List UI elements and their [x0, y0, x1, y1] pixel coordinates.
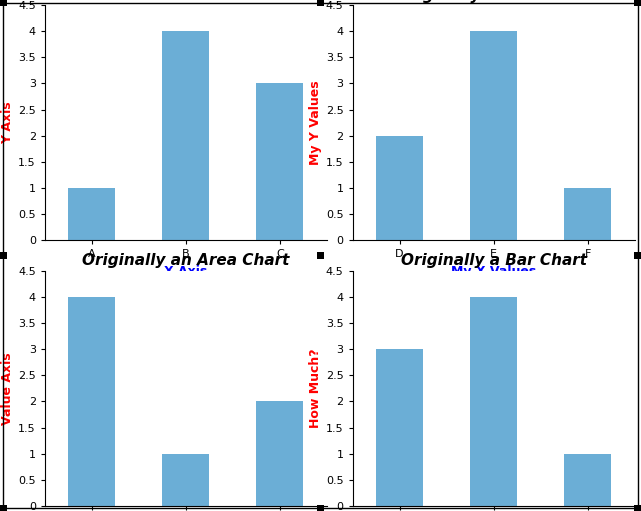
Y-axis label: My Y Values: My Y Values	[308, 80, 322, 165]
Bar	[564, 454, 611, 506]
Y-axis label: Value Axis: Value Axis	[1, 352, 14, 425]
Y-axis label: Y Axis: Y Axis	[1, 101, 14, 144]
Bar	[256, 402, 303, 506]
Bar	[256, 83, 303, 240]
Bar	[376, 349, 423, 506]
Bar	[470, 31, 517, 240]
Bar	[69, 297, 115, 506]
Title: Originally a Line Chart: Originally a Line Chart	[397, 0, 590, 3]
X-axis label: X Axis: X Axis	[164, 265, 208, 278]
Bar	[162, 454, 210, 506]
Title: Title: Title	[167, 0, 205, 3]
Title: Originally an Area Chart: Originally an Area Chart	[82, 253, 290, 268]
Bar	[376, 136, 423, 240]
Y-axis label: How Much?: How Much?	[308, 349, 322, 428]
Bar	[162, 31, 210, 240]
X-axis label: My X Values: My X Values	[451, 265, 536, 278]
Bar	[69, 188, 115, 240]
Bar	[470, 297, 517, 506]
Title: Originally a Bar Chart: Originally a Bar Chart	[401, 253, 587, 268]
Bar	[564, 188, 611, 240]
